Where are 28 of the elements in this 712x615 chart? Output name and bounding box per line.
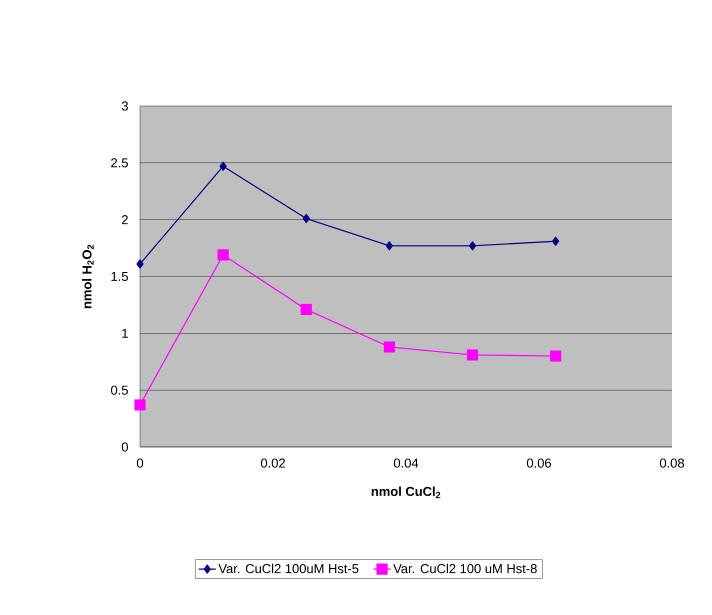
point — [134, 399, 146, 411]
point — [550, 350, 562, 362]
y-tick-label: 3 — [122, 101, 128, 111]
y-tick-label: 2.5 — [111, 158, 128, 168]
point — [552, 236, 560, 246]
point — [220, 162, 227, 171]
point — [386, 241, 393, 250]
y-tick-label: 0 — [122, 442, 128, 452]
point — [136, 259, 144, 269]
point — [302, 214, 310, 224]
x-tick-label: 0.02 — [260, 458, 285, 468]
x-tick-label: 0.08 — [660, 458, 684, 468]
y-tick-label: 2 — [122, 215, 128, 224]
x-tick-label: 0 — [136, 458, 144, 468]
y-tick-label: 1.5 — [111, 272, 128, 282]
legend-label: Var. CuCl2 100 uM Hst-8 — [393, 564, 537, 574]
point — [466, 349, 478, 361]
y-tick-label: 0.5 — [110, 386, 128, 395]
x-axis-title: nmol CuCl$_{2}$ — [372, 486, 440, 498]
point — [468, 241, 476, 250]
y-tick-label: 1 — [122, 328, 128, 338]
point — [218, 249, 229, 260]
point — [300, 304, 312, 316]
y-axis-title: nmol H$_{2}$O$_{2}$ — [82, 244, 94, 308]
legend-label: Var. CuCl2 100uM Hst-5 — [218, 564, 358, 574]
point — [384, 341, 395, 353]
x-tick-label: 0.06 — [526, 458, 552, 468]
x-tick-label: 0.04 — [394, 458, 418, 468]
